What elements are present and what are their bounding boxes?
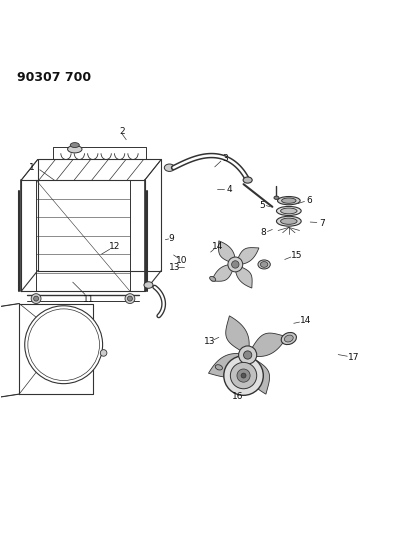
Ellipse shape: [243, 177, 252, 183]
Ellipse shape: [278, 197, 300, 205]
Ellipse shape: [280, 208, 297, 214]
Ellipse shape: [285, 335, 293, 342]
Ellipse shape: [164, 164, 175, 172]
Circle shape: [241, 373, 246, 378]
Ellipse shape: [144, 282, 153, 288]
Ellipse shape: [281, 333, 297, 344]
Polygon shape: [246, 355, 270, 394]
Ellipse shape: [280, 218, 297, 224]
Text: 13: 13: [169, 263, 180, 272]
Circle shape: [239, 346, 257, 364]
Text: 5: 5: [259, 201, 265, 210]
Circle shape: [128, 296, 133, 301]
Text: 17: 17: [348, 352, 360, 361]
Circle shape: [100, 350, 107, 356]
Polygon shape: [248, 333, 287, 357]
Ellipse shape: [70, 143, 79, 148]
Text: 4: 4: [226, 184, 232, 193]
Ellipse shape: [282, 198, 296, 203]
Ellipse shape: [276, 206, 301, 215]
Text: 11: 11: [83, 295, 95, 304]
Circle shape: [228, 257, 243, 272]
Ellipse shape: [210, 277, 216, 281]
Polygon shape: [235, 248, 259, 264]
Circle shape: [31, 294, 41, 304]
Text: 90307 700: 90307 700: [17, 71, 91, 84]
Text: 8: 8: [261, 228, 266, 237]
Circle shape: [224, 356, 263, 395]
Circle shape: [237, 369, 250, 382]
Text: 13: 13: [204, 337, 216, 346]
Circle shape: [33, 296, 38, 301]
Circle shape: [125, 294, 135, 304]
Text: 7: 7: [319, 219, 325, 228]
Polygon shape: [235, 264, 252, 288]
Text: 14: 14: [212, 242, 224, 251]
Text: 14: 14: [299, 316, 311, 325]
Circle shape: [244, 351, 252, 359]
Ellipse shape: [276, 216, 301, 226]
Circle shape: [232, 261, 239, 268]
Polygon shape: [209, 353, 248, 377]
Text: 10: 10: [176, 256, 188, 265]
Polygon shape: [226, 316, 249, 355]
Text: 9: 9: [169, 235, 174, 244]
Polygon shape: [218, 241, 235, 264]
Text: 16: 16: [232, 392, 244, 401]
Text: 1: 1: [28, 163, 34, 172]
Ellipse shape: [258, 260, 270, 269]
Ellipse shape: [215, 365, 223, 370]
Ellipse shape: [261, 262, 268, 268]
Circle shape: [25, 306, 102, 384]
Text: 3: 3: [222, 154, 228, 163]
Ellipse shape: [68, 146, 82, 153]
Text: 2: 2: [119, 127, 125, 136]
Polygon shape: [212, 264, 235, 281]
Text: 15: 15: [291, 251, 303, 260]
Text: 6: 6: [306, 196, 312, 205]
Text: 12: 12: [109, 242, 121, 251]
Ellipse shape: [274, 196, 279, 199]
Circle shape: [230, 362, 257, 389]
